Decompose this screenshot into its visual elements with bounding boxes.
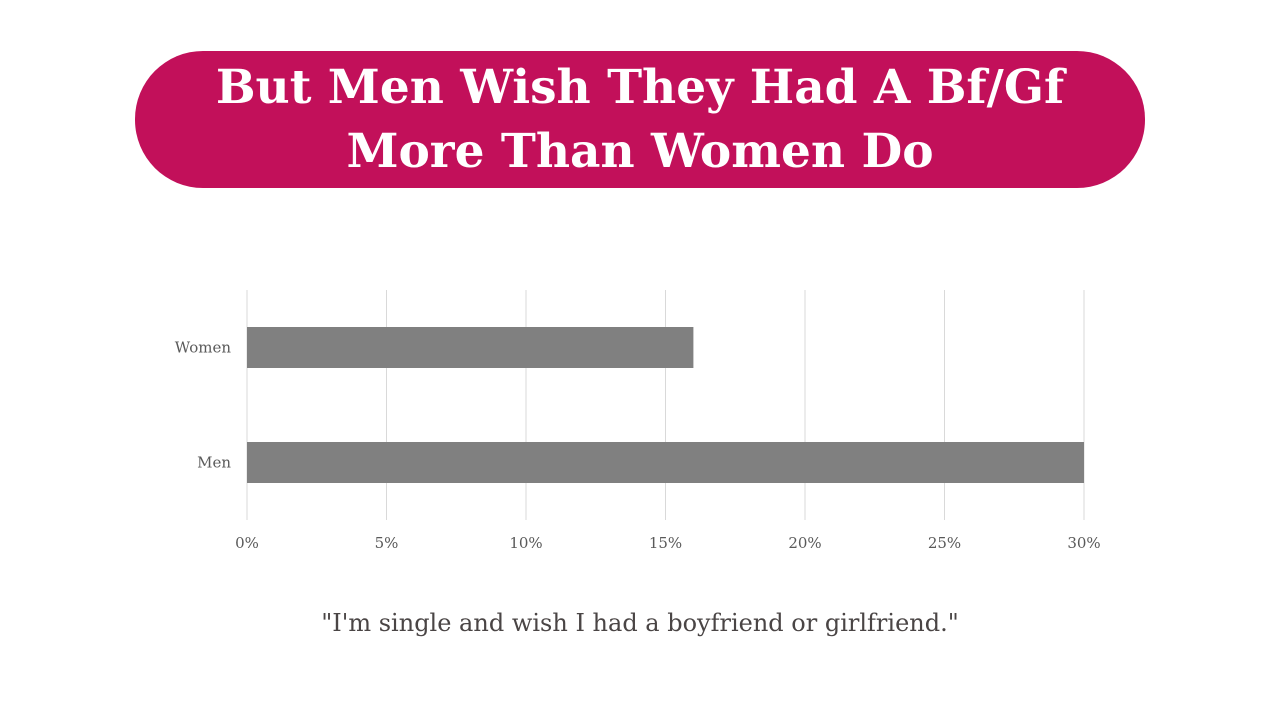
- bar-men: [247, 442, 1084, 483]
- x-tick-label: 10%: [509, 534, 542, 552]
- bar-women: [247, 327, 694, 368]
- x-tick-label: 15%: [649, 534, 682, 552]
- x-tick-label: 5%: [375, 534, 399, 552]
- page-title: But Men Wish They Had A Bf/Gf More Than …: [215, 59, 1065, 179]
- y-category-label: Men: [197, 454, 231, 472]
- x-tick-label: 20%: [788, 534, 821, 552]
- x-tick-label: 25%: [928, 534, 961, 552]
- x-tick-label: 0%: [235, 534, 259, 552]
- y-category-label: Women: [175, 339, 232, 357]
- x-tick-label: 30%: [1067, 534, 1100, 552]
- chart-caption: "I'm single and wish I had a boyfriend o…: [321, 609, 959, 637]
- title-banner: But Men Wish They Had A Bf/Gf More Than …: [135, 51, 1145, 188]
